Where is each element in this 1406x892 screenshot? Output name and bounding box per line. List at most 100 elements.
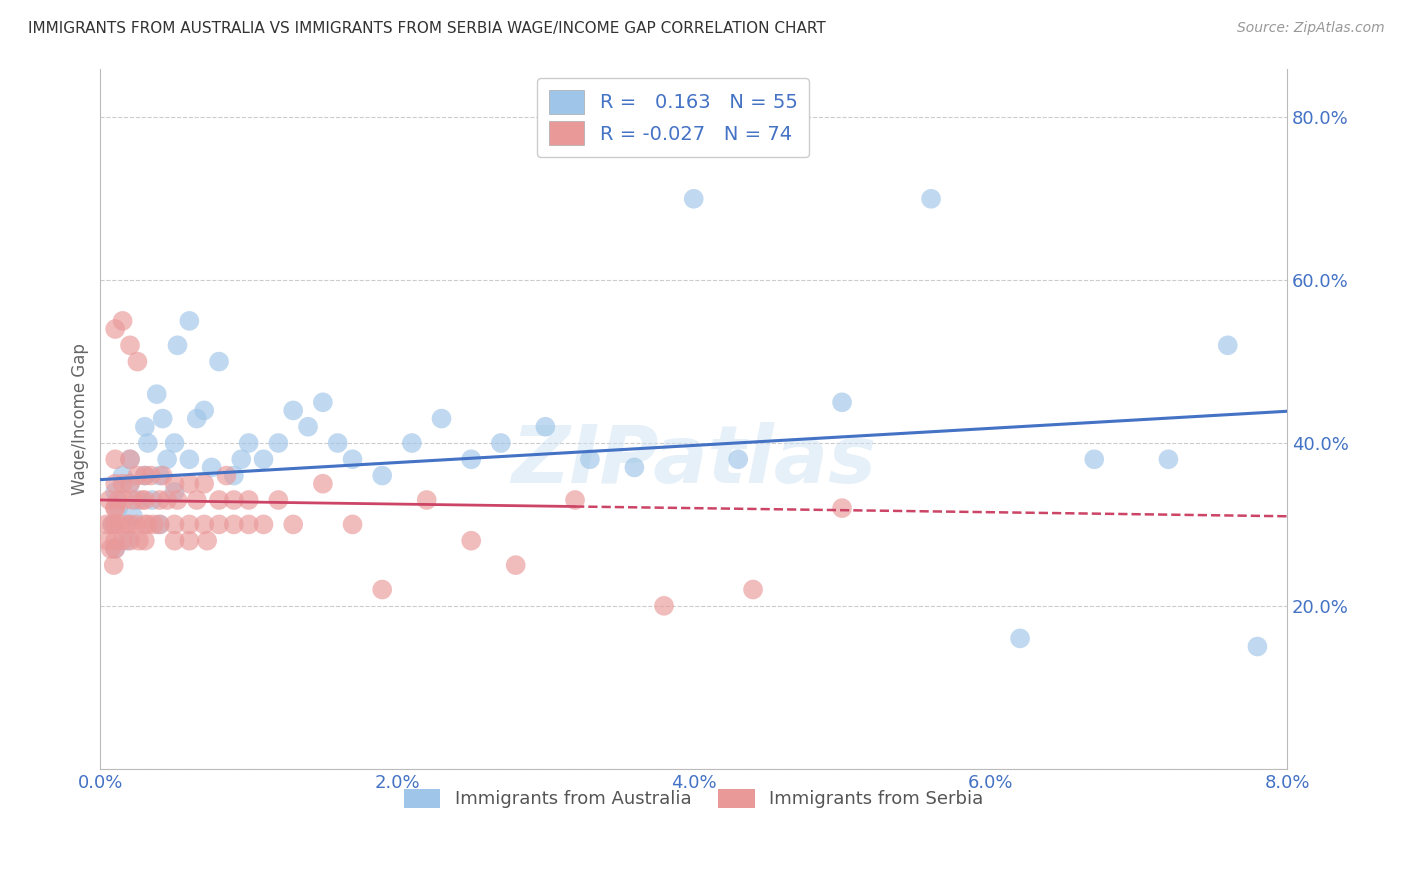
Point [195,533,218,548]
Point [534,419,557,434]
Point [238,493,260,508]
Point [136,517,159,532]
Point [101,517,124,532]
Point [267,436,290,450]
Point [238,436,260,450]
Point [118,452,141,467]
Point [112,493,135,508]
Point [108,517,131,532]
Point [125,517,148,532]
Point [283,403,305,417]
Point [149,517,172,532]
Point [186,493,208,508]
Point [134,419,156,434]
Text: Source: ZipAtlas.com: Source: ZipAtlas.com [1237,21,1385,35]
Point [193,517,215,532]
Point [186,411,208,425]
Text: IMMIGRANTS FROM AUSTRALIA VS IMMIGRANTS FROM SERBIA WAGE/INCOME GAP CORRELATION : IMMIGRANTS FROM AUSTRALIA VS IMMIGRANTS … [28,21,825,36]
Point [179,533,201,548]
Point [238,517,260,532]
Point [401,436,423,450]
Point [652,599,675,613]
Point [179,476,201,491]
Point [134,533,156,548]
Point [283,517,305,532]
Point [104,501,127,516]
Point [460,452,482,467]
Point [505,558,527,573]
Point [371,468,394,483]
Point [222,517,245,532]
Point [1083,452,1105,467]
Point [111,476,134,491]
Point [1216,338,1239,352]
Point [118,452,141,467]
Point [118,476,141,491]
Point [134,517,156,532]
Point [208,517,231,532]
Point [371,582,394,597]
Point [267,493,290,508]
Point [97,533,120,548]
Point [118,338,141,352]
Point [222,468,245,483]
Point [742,582,765,597]
Point [415,493,437,508]
Point [134,493,156,508]
Point [920,192,942,206]
Point [104,541,127,556]
Point [163,533,186,548]
Point [179,314,201,328]
Point [128,533,150,548]
Point [231,452,253,467]
Point [460,533,482,548]
Point [489,436,512,450]
Point [1010,632,1032,646]
Point [163,517,186,532]
Point [163,436,186,450]
Point [208,354,231,368]
Point [564,493,586,508]
Point [623,460,645,475]
Point [149,517,172,532]
Point [149,468,172,483]
Point [115,517,138,532]
Point [104,501,127,516]
Point [1157,452,1180,467]
Point [136,436,159,450]
Point [222,493,245,508]
Point [166,493,188,508]
Point [122,493,145,508]
Point [134,468,156,483]
Point [104,322,127,336]
Point [111,314,134,328]
Point [104,517,127,532]
Point [96,517,118,532]
Point [215,468,238,483]
Point [107,493,129,508]
Point [131,493,153,508]
Point [111,468,134,483]
Point [122,509,145,524]
Text: ZIPatlas: ZIPatlas [512,422,876,500]
Point [118,517,141,532]
Point [134,468,156,483]
Point [193,403,215,417]
Point [163,484,186,499]
Point [342,452,364,467]
Point [104,452,127,467]
Point [312,395,335,409]
Y-axis label: Wage/Income Gap: Wage/Income Gap [72,343,89,494]
Point [127,493,149,508]
Point [252,517,274,532]
Point [98,493,121,508]
Point [156,452,179,467]
Point [104,484,127,499]
Point [727,452,749,467]
Point [141,493,163,508]
Point [111,533,134,548]
Point [326,436,349,450]
Point [312,476,335,491]
Point [831,501,853,516]
Point [152,468,174,483]
